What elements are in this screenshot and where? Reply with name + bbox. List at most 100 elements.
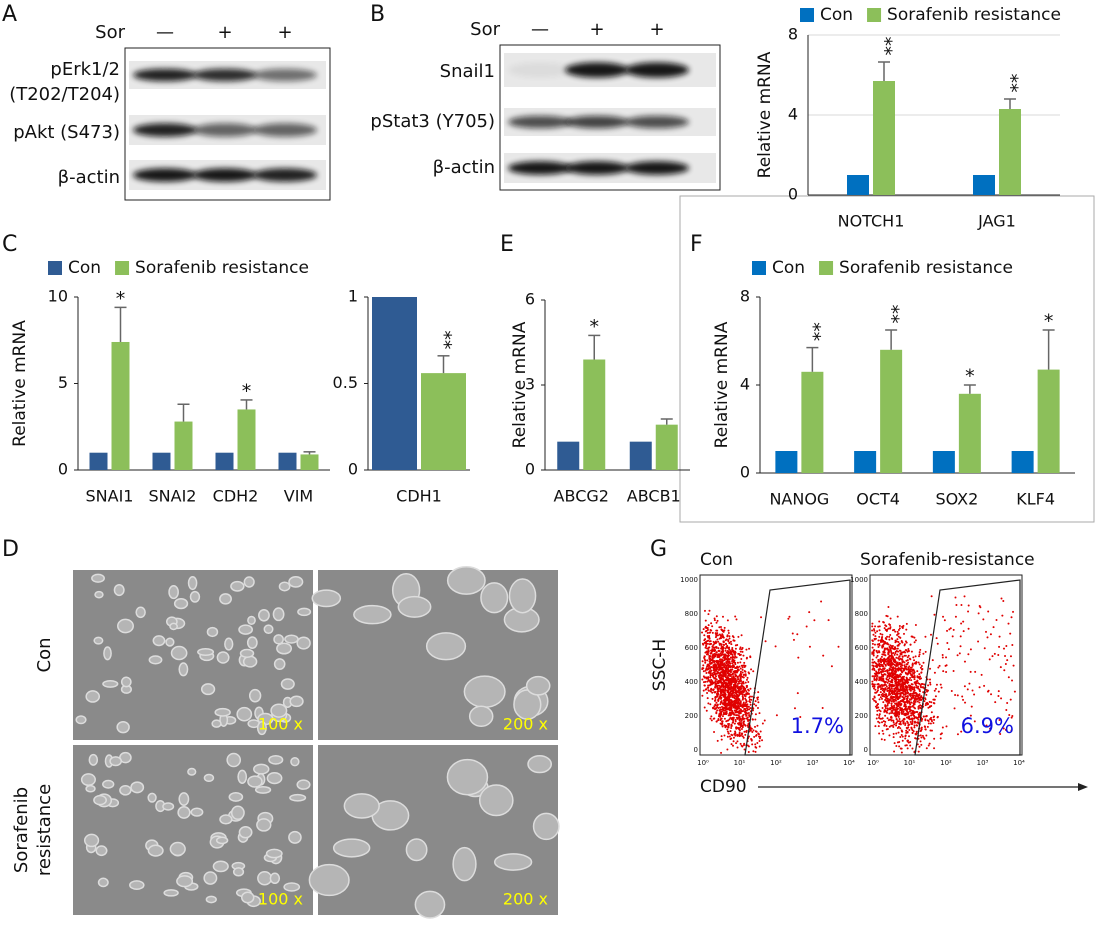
flow-event	[924, 718, 927, 721]
flow-event	[891, 666, 894, 669]
flow-event	[728, 686, 731, 689]
flow-event	[746, 712, 749, 715]
cell	[85, 784, 96, 793]
flow-event	[911, 676, 914, 679]
flow-event	[719, 652, 722, 655]
flow-event	[878, 721, 881, 724]
flow-event	[743, 669, 746, 672]
flow-event	[886, 635, 889, 638]
flow-event	[713, 669, 716, 672]
flow-event	[891, 681, 894, 684]
flow-event	[713, 731, 716, 734]
flow-event	[896, 707, 899, 710]
flow-event	[915, 716, 918, 719]
flow-event	[729, 716, 732, 719]
flow-event	[880, 693, 883, 696]
flow-event	[729, 730, 732, 733]
flow-event	[892, 700, 895, 703]
flow-event	[904, 689, 907, 692]
flow-event	[1008, 713, 1011, 716]
flow-event	[907, 654, 910, 657]
bar	[300, 454, 319, 470]
blot-band	[508, 62, 572, 78]
flow-event	[710, 651, 713, 654]
flow-event	[881, 653, 884, 656]
flow-event	[725, 667, 728, 670]
flow-event	[910, 679, 913, 682]
flow-event	[890, 650, 893, 653]
flow-event	[720, 628, 723, 631]
flow-event	[888, 623, 891, 626]
flow-group: Sorafenib-resistance	[860, 550, 1035, 570]
flow-event	[705, 650, 708, 653]
flow-event	[796, 633, 799, 636]
flow-event	[702, 628, 705, 631]
flow-event	[884, 698, 887, 701]
flow-event	[737, 714, 740, 717]
flow-event	[748, 647, 751, 650]
flow-event	[727, 684, 730, 687]
flow-event	[905, 659, 908, 662]
flow-event	[914, 682, 917, 685]
flow-event	[712, 671, 715, 674]
flow-event	[898, 649, 901, 652]
blot-row-label: pErk1/2	[50, 59, 120, 80]
flow-event	[920, 743, 923, 746]
flow-event	[907, 649, 910, 652]
flow-event	[912, 691, 915, 694]
flow-event	[886, 657, 889, 660]
flow-event	[934, 695, 937, 698]
cell	[290, 757, 300, 767]
y-axis-label: Relative mRNA	[510, 321, 530, 448]
flow-event	[884, 641, 887, 644]
lane-label: —	[156, 22, 174, 43]
flow-event	[998, 718, 1001, 721]
flow-event	[873, 643, 876, 646]
cell	[135, 606, 146, 619]
flow-event	[730, 727, 733, 730]
legend-swatch	[752, 261, 766, 275]
flow-event	[709, 676, 712, 679]
flow-event	[896, 630, 899, 633]
x-tick-label: SNAI1	[86, 487, 134, 506]
flow-event	[727, 629, 730, 632]
flow-event	[890, 671, 893, 674]
flow-event	[726, 708, 729, 711]
cell	[268, 754, 284, 765]
flow-event	[908, 705, 911, 708]
flow-event	[712, 667, 715, 670]
flow-event	[909, 670, 912, 673]
flow-event	[913, 686, 916, 689]
flow-event	[902, 700, 905, 703]
flow-event	[899, 695, 902, 698]
flow-event	[882, 732, 885, 735]
flow-event	[750, 738, 753, 741]
panel-label: C	[2, 232, 17, 257]
flow-event	[720, 684, 723, 687]
flow-event	[799, 716, 802, 719]
cell	[238, 826, 253, 839]
flow-event	[793, 707, 796, 710]
flow-event	[738, 665, 741, 668]
flow-event	[894, 650, 897, 653]
significance: **	[802, 322, 824, 341]
flow-event	[733, 697, 736, 700]
flow-event	[743, 720, 746, 723]
flow-event	[714, 685, 717, 688]
flow-event	[717, 700, 720, 703]
flow-event	[892, 657, 895, 660]
cell	[230, 580, 245, 592]
flow-event	[917, 718, 920, 721]
flow-event	[724, 658, 727, 661]
flow-event	[732, 636, 735, 639]
flow-event	[895, 732, 898, 735]
flow-event	[704, 641, 707, 644]
flow-event	[727, 714, 730, 717]
flow-event	[977, 640, 980, 643]
flow-event	[884, 705, 887, 708]
flow-event	[735, 695, 738, 698]
flow-event	[707, 689, 710, 692]
flow-event	[728, 735, 731, 738]
flow-event	[935, 683, 938, 686]
flow-event	[912, 669, 915, 672]
